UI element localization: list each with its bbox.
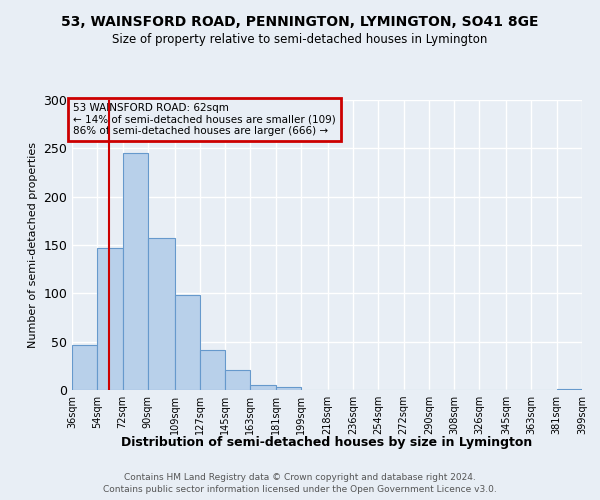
Bar	[97, 248, 122, 390]
Bar	[175, 296, 200, 390]
Text: Contains public sector information licensed under the Open Government Licence v3: Contains public sector information licen…	[103, 486, 497, 494]
Bar	[276, 387, 301, 390]
Text: Contains HM Land Registry data © Crown copyright and database right 2024.: Contains HM Land Registry data © Crown c…	[124, 473, 476, 482]
Text: Size of property relative to semi-detached houses in Lymington: Size of property relative to semi-detach…	[112, 32, 488, 46]
Y-axis label: Number of semi-detached properties: Number of semi-detached properties	[28, 142, 38, 348]
Bar	[72, 344, 97, 390]
Bar	[225, 370, 250, 390]
Bar	[250, 385, 276, 390]
Bar	[200, 350, 225, 390]
Text: 53 WAINSFORD ROAD: 62sqm
← 14% of semi-detached houses are smaller (109)
86% of : 53 WAINSFORD ROAD: 62sqm ← 14% of semi-d…	[73, 103, 336, 136]
Bar	[557, 389, 582, 390]
Text: 53, WAINSFORD ROAD, PENNINGTON, LYMINGTON, SO41 8GE: 53, WAINSFORD ROAD, PENNINGTON, LYMINGTO…	[61, 15, 539, 29]
Bar	[122, 153, 148, 390]
Bar	[148, 238, 175, 390]
Text: Distribution of semi-detached houses by size in Lymington: Distribution of semi-detached houses by …	[121, 436, 533, 449]
